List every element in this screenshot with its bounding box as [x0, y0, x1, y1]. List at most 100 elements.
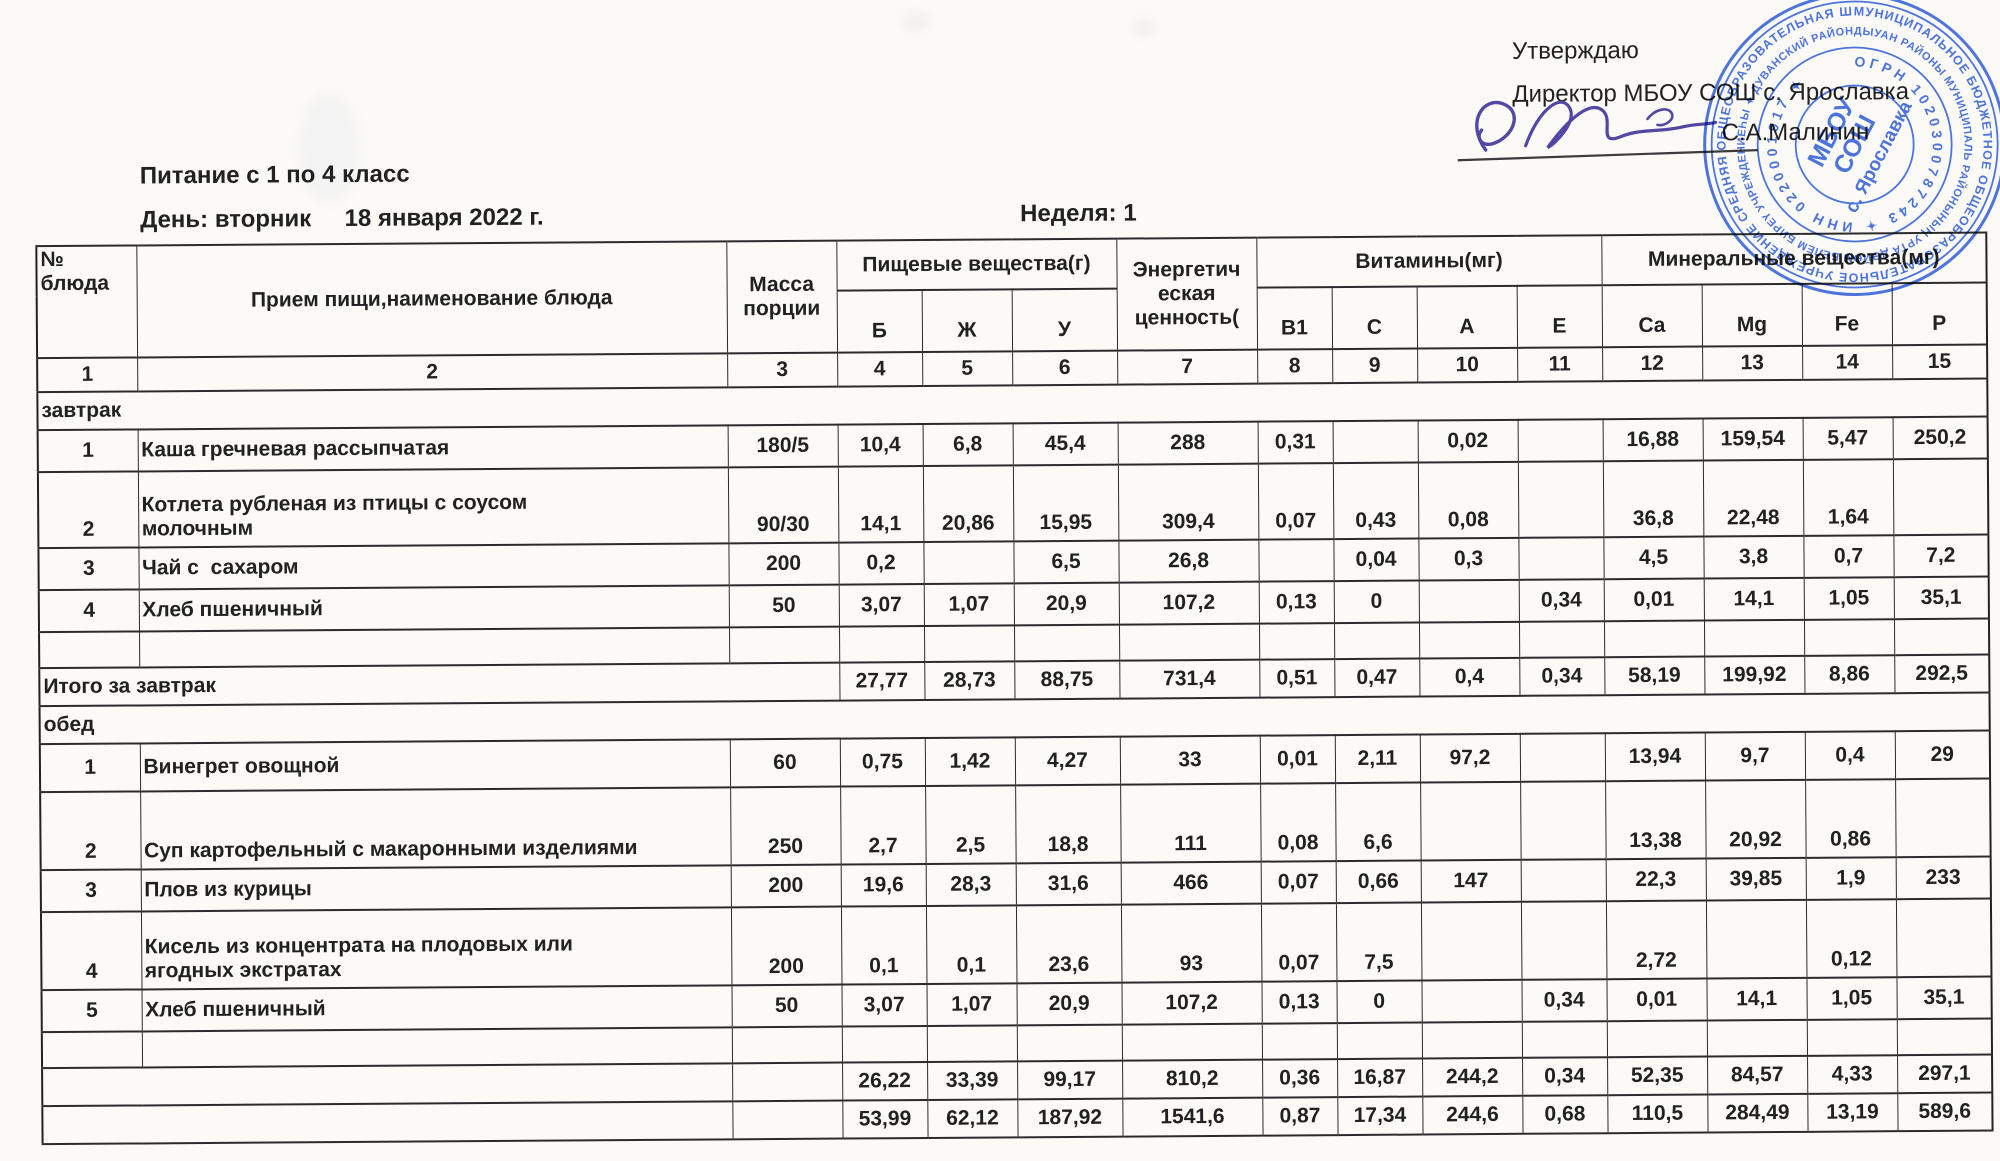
- value-cell: 1,05: [1806, 977, 1897, 1020]
- value-cell: 589,6: [1897, 1092, 1993, 1132]
- value-cell: [1517, 461, 1604, 538]
- value-cell: 99,17: [1017, 1060, 1123, 1100]
- dish-number: 5: [41, 989, 142, 1033]
- value-cell: 107,2: [1118, 581, 1260, 625]
- value-cell: [1604, 620, 1705, 658]
- value-cell: 0,1: [925, 905, 1017, 984]
- value-cell: [1895, 898, 1992, 978]
- value-cell: 31,6: [1015, 862, 1121, 906]
- dish-name: Суп картофельный с макаронными изделиями: [140, 787, 731, 870]
- column-number: 11: [1517, 347, 1603, 382]
- value-cell: 1,07: [926, 983, 1017, 1026]
- value-cell: 0,36: [1262, 1059, 1338, 1098]
- value-cell: 36,8: [1602, 460, 1704, 538]
- value-cell: 2,7: [840, 785, 926, 865]
- value-cell: 0,47: [1334, 658, 1420, 698]
- value-cell: [1892, 458, 1989, 536]
- value-cell: 0,07: [1260, 903, 1337, 982]
- value-cell: 107,2: [1121, 981, 1262, 1025]
- dish-number: 3: [38, 547, 139, 591]
- value-cell: [1418, 579, 1520, 623]
- value-cell: 35,1: [1893, 576, 1990, 620]
- value-cell: 0: [1333, 580, 1420, 624]
- value-cell: 20,92: [1705, 779, 1806, 859]
- col-header-vitamin-b1: В1: [1256, 287, 1333, 350]
- value-cell: 3,07: [838, 583, 924, 627]
- dish-name: Винегрет овощной: [139, 739, 731, 792]
- value-cell: 284,49: [1707, 1093, 1808, 1133]
- value-cell: 8,86: [1804, 655, 1895, 694]
- value-cell: 0,01: [1259, 735, 1336, 784]
- value-cell: [1896, 1018, 1993, 1056]
- value-cell: 0: [1336, 980, 1422, 1024]
- col-group-nutrients: Пищевые вещества(г): [836, 238, 1117, 291]
- value-cell: [1420, 781, 1521, 861]
- value-cell: [1606, 1020, 1708, 1058]
- column-number: 3: [727, 352, 838, 388]
- col-header-meal: Прием пищи,наименование блюда: [136, 241, 728, 358]
- document-title: Питание с 1 по 4 класс: [139, 160, 410, 190]
- value-cell: [926, 1025, 1018, 1062]
- value-cell: 0,12: [1805, 899, 1897, 978]
- column-number: 15: [1892, 344, 1988, 380]
- value-cell: [1704, 619, 1805, 657]
- value-cell: 187,92: [1017, 1098, 1123, 1138]
- value-cell: 88,75: [1014, 660, 1120, 700]
- value-cell: 58,19: [1604, 656, 1705, 696]
- mass-cell: 200: [728, 542, 839, 586]
- mass-cell: [732, 1100, 843, 1140]
- value-cell: 14,1: [837, 465, 924, 543]
- value-cell: 0,34: [1521, 979, 1607, 1022]
- school-round-stamp: МУНИЦИПАЛЬНОЕ БЮДЖЕТНОЕ ОБЩЕОБРАЗОВАТЕЛЬ…: [1703, 0, 2000, 296]
- value-cell: 9,7: [1704, 731, 1806, 781]
- value-cell: 20,86: [922, 465, 1014, 542]
- handwritten-signature: [1457, 100, 1758, 162]
- column-number: 14: [1802, 345, 1893, 380]
- col-header-protein: Б: [836, 289, 923, 353]
- dish-number: 3: [40, 869, 141, 913]
- value-cell: 1,64: [1802, 459, 1894, 536]
- value-cell: [1894, 618, 1990, 656]
- mass-cell: 250: [730, 786, 841, 866]
- dish-name: Котлета рубленая из птицы с соусом молоч…: [137, 467, 729, 548]
- value-cell: 0,01: [1606, 978, 1707, 1022]
- week-label: Неделя: 1: [1020, 199, 1137, 228]
- value-cell: 0,34: [1519, 657, 1605, 696]
- column-number: 7: [1117, 349, 1258, 385]
- column-number: 8: [1257, 349, 1333, 384]
- value-cell: [1013, 624, 1120, 662]
- value-cell: 0,75: [839, 737, 926, 787]
- value-cell: 13,38: [1605, 780, 1706, 860]
- value-cell: [1521, 1021, 1608, 1058]
- approval-word: Утверждаю: [1511, 36, 1639, 65]
- table-header: № блюда Прием пищи,наименование блюда Ма…: [36, 232, 1988, 359]
- value-cell: [1259, 623, 1335, 660]
- value-cell: [1705, 899, 1807, 979]
- value-cell: [923, 541, 1014, 584]
- column-number: 1: [37, 357, 138, 393]
- value-cell: 23,6: [1015, 904, 1122, 984]
- dish-number: 2: [40, 791, 141, 871]
- value-cell: 33,39: [927, 1061, 1018, 1100]
- value-cell: 0,86: [1805, 779, 1896, 858]
- value-cell: [1332, 420, 1418, 464]
- value-cell: 466: [1120, 861, 1261, 905]
- value-cell: 6,8: [922, 423, 1013, 466]
- value-cell: 2,11: [1334, 734, 1421, 784]
- dish-name: Хлеб пшеничный: [138, 585, 729, 632]
- value-cell: 5,47: [1802, 417, 1893, 460]
- value-cell: 0,68: [1522, 1095, 1608, 1134]
- value-cell: 1,42: [924, 737, 1016, 786]
- value-cell: 19,6: [840, 863, 926, 907]
- col-header-vitamin-a: А: [1416, 285, 1518, 349]
- total-label: [42, 1101, 733, 1145]
- value-cell: 16,87: [1337, 1058, 1423, 1098]
- value-cell: 84,57: [1707, 1055, 1808, 1095]
- value-cell: 110,5: [1607, 1094, 1708, 1134]
- dish-row: 2 Котлета рубленая из птицы с соусом моло…: [37, 458, 1989, 549]
- value-cell: 39,85: [1705, 857, 1806, 901]
- value-cell: 27,77: [839, 661, 925, 701]
- value-cell: [1520, 859, 1606, 902]
- value-cell: [1121, 1023, 1263, 1061]
- value-cell: 29: [1894, 730, 1991, 780]
